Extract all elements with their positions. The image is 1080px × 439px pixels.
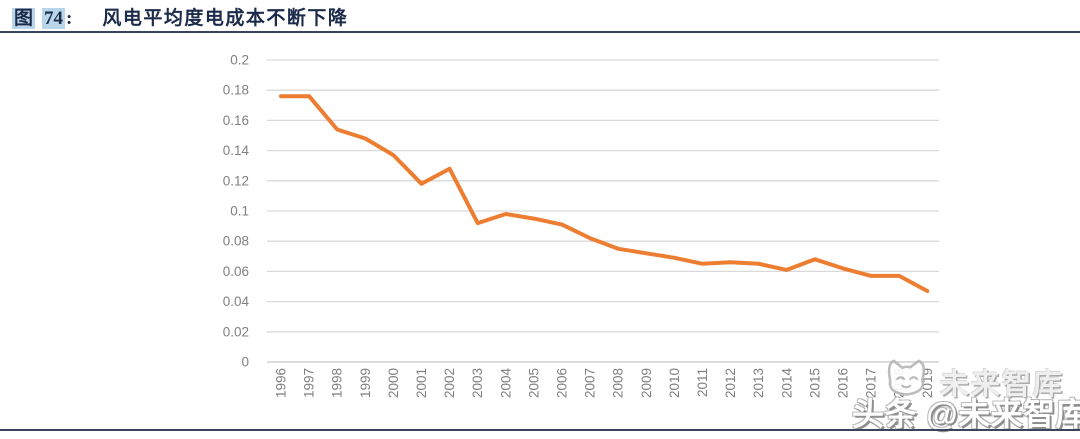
y-tick-label: 0.14 [223, 143, 250, 158]
y-tick-label: 0.06 [223, 264, 249, 279]
x-tick-label: 2009 [639, 368, 654, 398]
x-tick-label: 2007 [583, 368, 598, 398]
x-tick-label: 2000 [386, 368, 401, 398]
x-tick-label: 1996 [274, 368, 289, 398]
data-line-风电平均度电成本 [279, 94, 930, 293]
x-tick-label: 2002 [442, 368, 457, 398]
lcoe-line-chart: 0 0.02 0.04 0.06 0.08 0.1 0.12 0.14 0.16 0.18 0.2 1… [223, 53, 939, 399]
x-tick-label: 2003 [470, 368, 485, 398]
x-tick-label: 2005 [526, 368, 541, 398]
y-tick-label: 0.08 [223, 234, 249, 249]
x-tick-label: 2013 [751, 368, 766, 398]
figure-number: 74 [42, 8, 66, 29]
x-tick-label: 1997 [302, 368, 317, 398]
y-tick-label: 0 [241, 355, 249, 370]
y-tick-label: 0.2 [230, 53, 249, 68]
x-tick-label: 2012 [723, 368, 738, 398]
x-tick-label: 2014 [779, 368, 794, 399]
y-tick-label: 0.04 [223, 294, 250, 309]
y-tick-label: 0.12 [223, 173, 249, 188]
x-tick-label: 2010 [667, 368, 682, 398]
watermark-primary-text: 头条 @未来智库 [852, 396, 1080, 432]
x-tick-label: 2006 [555, 368, 570, 398]
bottom-divider [0, 429, 1080, 431]
figure-header: 图 74: 风电平均度电成本不断下降 [12, 3, 348, 29]
x-tick-label: 2016 [836, 368, 851, 398]
x-tick-label: 2001 [414, 368, 429, 398]
figure-title: 风电平均度电成本不断下降 [102, 8, 349, 29]
watermark: 未来智库 头条 @未来智库 [850, 353, 1080, 433]
figure-label-prefix: 图 [12, 8, 36, 29]
watermark-secondary-text: 未来智库 [940, 369, 1065, 401]
x-tick-label: 1998 [330, 368, 345, 398]
cat-logo-icon [887, 359, 926, 396]
y-tick-label: 0.18 [223, 83, 249, 98]
y-tick-label: 0.02 [223, 324, 249, 339]
y-tick-label: 0.1 [230, 204, 249, 219]
x-tick-label: 2015 [807, 368, 822, 398]
x-tick-label: 1999 [358, 368, 373, 398]
y-tick-label: 0.16 [223, 113, 249, 128]
x-tick-label: 2008 [611, 368, 626, 398]
top-divider [0, 31, 1080, 33]
figure-colon: : [66, 8, 73, 29]
x-tick-label: 2017 [864, 368, 879, 398]
x-tick-label: 2004 [498, 368, 513, 399]
x-tick-label: 2011 [695, 368, 710, 397]
